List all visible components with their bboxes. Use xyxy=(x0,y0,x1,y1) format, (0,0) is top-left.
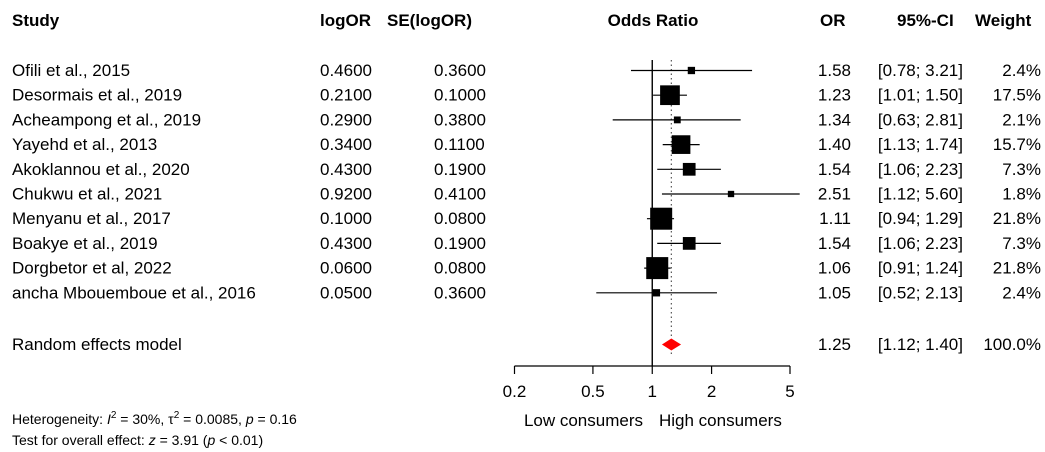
header-ci: 95%-CI xyxy=(897,11,954,30)
study-name: Yayehd et al., 2013 xyxy=(12,135,157,154)
study-or: 1.58 xyxy=(818,61,851,80)
study-logor: 0.3400 xyxy=(320,135,372,154)
study-ci: [0.78; 3.21] xyxy=(878,61,963,80)
study-square xyxy=(687,66,696,75)
study-name: Akoklannou et al., 2020 xyxy=(12,160,190,179)
pooled-ci: [1.12; 1.40] xyxy=(878,335,963,354)
header-odds-ratio: Odds Ratio xyxy=(608,11,699,30)
study-name: Dorgbetor et al, 2022 xyxy=(12,259,172,278)
study-se: 0.3600 xyxy=(434,61,486,80)
x-tick-label: 5 xyxy=(785,382,794,401)
study-ci: [1.12; 5.60] xyxy=(878,185,963,204)
study-name: Chukwu et al., 2021 xyxy=(12,185,162,204)
study-or: 1.40 xyxy=(818,135,851,154)
study-square xyxy=(671,135,691,154)
study-se: 0.4100 xyxy=(434,185,486,204)
study-or: 1.23 xyxy=(818,86,851,105)
study-se: 0.3600 xyxy=(434,283,486,302)
pooled-diamond xyxy=(661,338,682,351)
study-name: Desormais et al., 2019 xyxy=(12,86,182,105)
study-name: Boakye et al., 2019 xyxy=(12,234,158,253)
study-or: 1.54 xyxy=(818,234,851,253)
study-ci: [1.06; 2.23] xyxy=(878,160,963,179)
study-or: 2.51 xyxy=(818,185,851,204)
study-weight: 17.5% xyxy=(993,86,1041,105)
study-logor: 0.4600 xyxy=(320,61,372,80)
study-se: 0.1000 xyxy=(434,86,486,105)
x-tick-label: 2 xyxy=(707,382,716,401)
study-logor: 0.4300 xyxy=(320,160,372,179)
study-square xyxy=(660,85,680,106)
study-square xyxy=(650,207,673,230)
x-tick-label: 0.2 xyxy=(503,382,527,401)
study-or: 1.11 xyxy=(819,209,851,228)
study-weight: 15.7% xyxy=(993,135,1041,154)
study-name: Menyanu et al., 2017 xyxy=(12,209,171,228)
heterogeneity-text: Heterogeneity: I2 = 30%, τ2 = 0.0085, p … xyxy=(12,410,297,427)
study-weight: 1.8% xyxy=(1002,185,1041,204)
study-logor: 0.0500 xyxy=(320,283,372,302)
header-selogor: SE(logOR) xyxy=(387,11,472,30)
study-or: 1.54 xyxy=(818,160,851,179)
study-ci: [0.63; 2.81] xyxy=(878,110,963,129)
header-logor: logOR xyxy=(320,11,371,30)
study-ci: [0.94; 1.29] xyxy=(878,209,963,228)
study-square xyxy=(682,237,696,250)
study-ci: [1.13; 1.74] xyxy=(878,135,963,154)
study-name: ancha Mbouemboue et al., 2016 xyxy=(12,283,256,302)
header-or: OR xyxy=(820,11,846,30)
study-square xyxy=(727,190,735,198)
study-rows: Ofili et al., 2015 0.4600 0.3600 1.58 [0.78;… xyxy=(12,61,1041,302)
study-square xyxy=(673,116,681,124)
study-ci: [0.91; 1.24] xyxy=(878,259,963,278)
study-logor: 0.2100 xyxy=(320,86,372,105)
study-logor: 0.9200 xyxy=(320,185,372,204)
pooled-name: Random effects model xyxy=(12,335,182,354)
study-weight: 7.3% xyxy=(1002,234,1041,253)
study-ci: [1.06; 2.23] xyxy=(878,234,963,253)
study-logor: 0.1000 xyxy=(320,209,372,228)
study-square xyxy=(646,257,669,280)
study-se: 0.3800 xyxy=(434,110,486,129)
study-weight: 2.4% xyxy=(1002,283,1041,302)
study-se: 0.1900 xyxy=(434,160,486,179)
axis-label-high: High consumers xyxy=(659,411,782,430)
x-tick-label: 0.5 xyxy=(581,382,605,401)
study-or: 1.06 xyxy=(818,259,851,278)
study-ci: [0.52; 2.13] xyxy=(878,283,963,302)
study-se: 0.1100 xyxy=(434,135,485,154)
study-se: 0.1900 xyxy=(434,234,486,253)
study-logor: 0.2900 xyxy=(320,110,372,129)
study-weight: 7.3% xyxy=(1002,160,1041,179)
study-se: 0.0800 xyxy=(434,259,486,278)
header-weight: Weight xyxy=(975,11,1032,30)
pooled-or: 1.25 xyxy=(818,335,851,354)
study-weight: 21.8% xyxy=(993,209,1041,228)
study-logor: 0.4300 xyxy=(320,234,372,253)
study-or: 1.34 xyxy=(818,110,851,129)
study-square xyxy=(682,162,696,176)
study-se: 0.0800 xyxy=(434,209,486,228)
study-name: Ofili et al., 2015 xyxy=(12,61,130,80)
study-weight: 2.4% xyxy=(1002,61,1041,80)
plot-area: 0.2 0.5 1 2 5 xyxy=(503,60,800,401)
x-tick-label: 1 xyxy=(648,382,657,401)
study-logor: 0.0600 xyxy=(320,259,372,278)
study-weight: 21.8% xyxy=(993,259,1041,278)
pooled-weight: 100.0% xyxy=(983,335,1041,354)
study-square xyxy=(652,289,661,297)
overall-effect-text: Test for overall effect: z = 3.91 (p < 0… xyxy=(12,432,263,448)
study-ci: [1.01; 1.50] xyxy=(878,86,963,105)
study-weight: 2.1% xyxy=(1002,110,1041,129)
study-name: Acheampong et al., 2019 xyxy=(12,110,201,129)
study-or: 1.05 xyxy=(818,283,851,302)
axis-label-low: Low consumers xyxy=(524,411,643,430)
header-study: Study xyxy=(12,11,60,30)
